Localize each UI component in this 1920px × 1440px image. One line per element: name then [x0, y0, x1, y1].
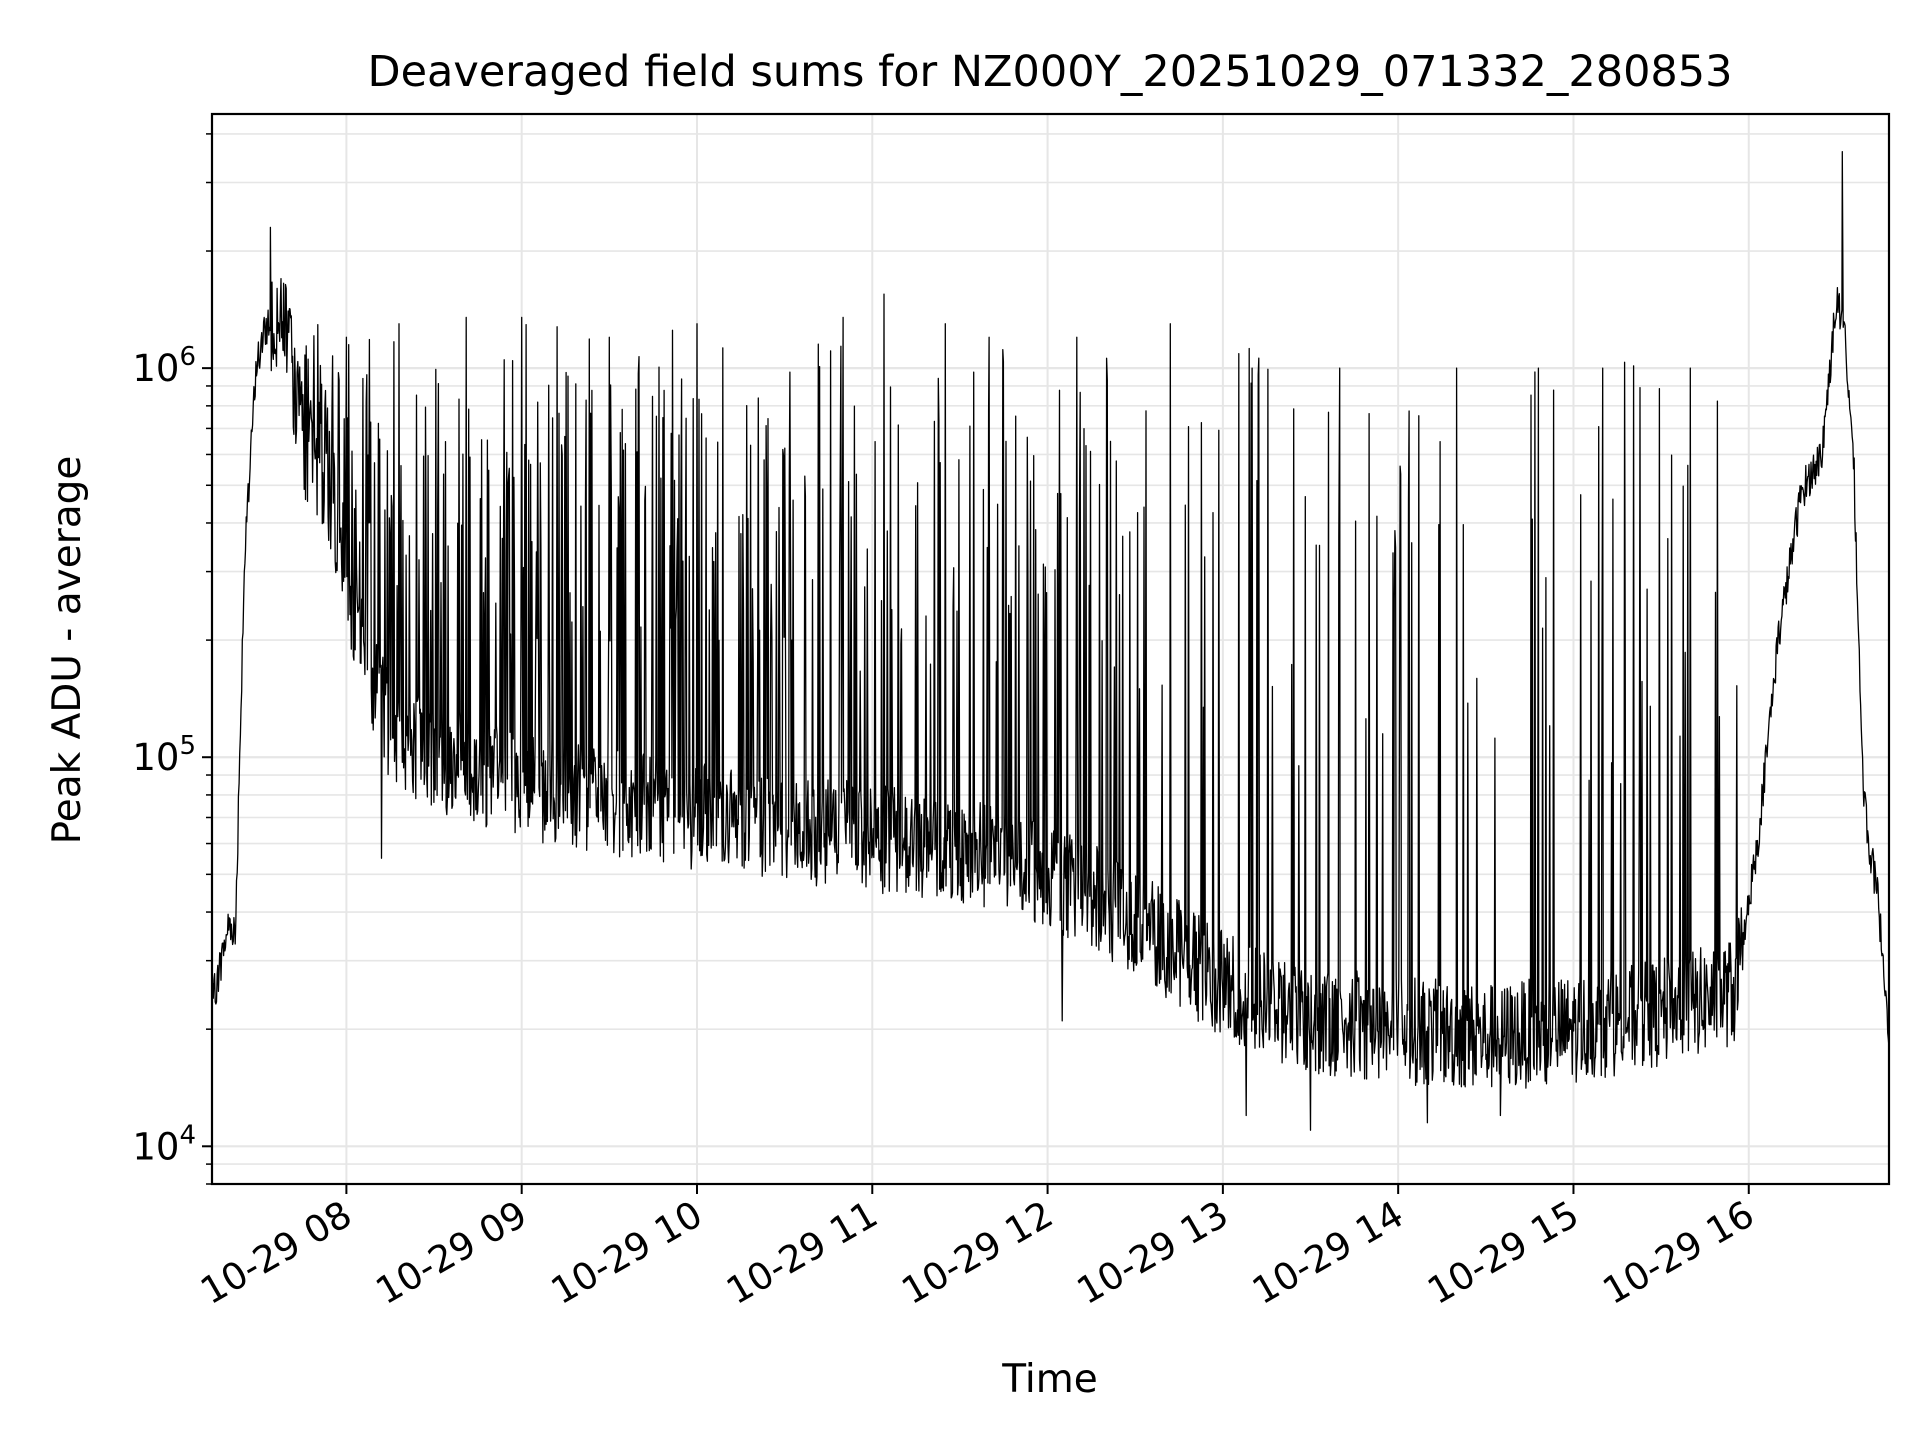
y-axis: 104 105 106: [132, 133, 212, 1185]
y-tick-label: 106: [132, 342, 196, 390]
y-tick-label: 105: [132, 731, 196, 779]
data-line: [211, 151, 1890, 1131]
x-axis-label: Time: [1001, 1357, 1097, 1402]
chart-title: Deaveraged field sums for NZ000Y_2025102…: [367, 47, 1732, 97]
plot-frame: [210, 112, 1891, 1186]
y-tick-label: 104: [132, 1120, 196, 1168]
series-line: [211, 151, 1890, 1131]
y-axis-label: Peak ADU - average: [45, 456, 90, 845]
